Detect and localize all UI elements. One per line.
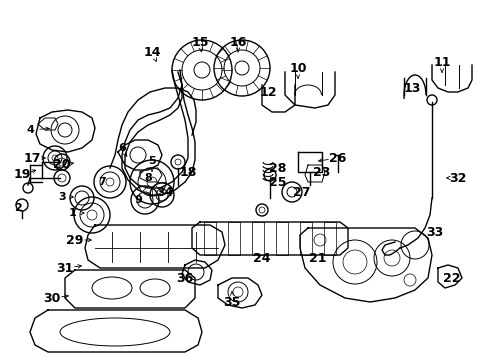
Text: 14: 14 xyxy=(143,45,161,58)
Polygon shape xyxy=(30,310,202,352)
Polygon shape xyxy=(227,222,240,255)
Text: 4: 4 xyxy=(26,125,34,135)
Text: 36: 36 xyxy=(176,271,193,284)
Text: 12: 12 xyxy=(259,85,276,99)
Text: 15: 15 xyxy=(191,36,208,49)
Text: 35: 35 xyxy=(223,296,240,309)
Polygon shape xyxy=(38,118,58,130)
Polygon shape xyxy=(324,222,335,255)
Text: 21: 21 xyxy=(308,252,326,265)
Text: 28: 28 xyxy=(269,162,286,175)
Text: 25: 25 xyxy=(269,175,286,189)
Text: 9: 9 xyxy=(134,195,142,205)
Text: 16: 16 xyxy=(229,36,246,49)
Polygon shape xyxy=(192,222,347,255)
Text: 33: 33 xyxy=(426,225,443,238)
Polygon shape xyxy=(299,228,431,302)
Polygon shape xyxy=(118,140,162,170)
Text: 30: 30 xyxy=(43,292,61,305)
Polygon shape xyxy=(251,222,264,255)
Text: 32: 32 xyxy=(448,171,466,184)
Text: 2: 2 xyxy=(14,203,22,213)
Text: 8: 8 xyxy=(144,173,152,183)
Polygon shape xyxy=(275,222,287,255)
Text: 13: 13 xyxy=(403,81,420,94)
Text: 7: 7 xyxy=(98,177,106,187)
Text: 10: 10 xyxy=(289,62,306,75)
Polygon shape xyxy=(140,168,162,182)
Text: 20: 20 xyxy=(53,158,71,171)
Polygon shape xyxy=(297,152,321,172)
Text: 5: 5 xyxy=(148,156,156,166)
Polygon shape xyxy=(218,278,262,308)
Polygon shape xyxy=(65,270,195,308)
Polygon shape xyxy=(299,222,311,255)
Text: 26: 26 xyxy=(328,152,346,165)
Text: 22: 22 xyxy=(442,271,460,284)
Polygon shape xyxy=(182,260,212,285)
Text: 31: 31 xyxy=(56,261,74,274)
Text: 11: 11 xyxy=(432,55,450,68)
Text: 17: 17 xyxy=(23,152,41,165)
Polygon shape xyxy=(203,222,216,255)
Polygon shape xyxy=(36,110,95,152)
Text: 29: 29 xyxy=(66,234,83,247)
Text: 27: 27 xyxy=(293,185,310,198)
Text: 23: 23 xyxy=(313,166,330,179)
Polygon shape xyxy=(85,225,224,268)
Text: 3: 3 xyxy=(58,192,66,202)
Text: 1: 1 xyxy=(69,208,77,218)
Text: 18: 18 xyxy=(179,166,196,179)
Text: 19: 19 xyxy=(13,168,31,181)
Text: 6: 6 xyxy=(118,143,126,153)
Polygon shape xyxy=(305,165,325,182)
Text: 24: 24 xyxy=(253,252,270,265)
Text: 34: 34 xyxy=(156,185,173,198)
Polygon shape xyxy=(437,265,461,288)
